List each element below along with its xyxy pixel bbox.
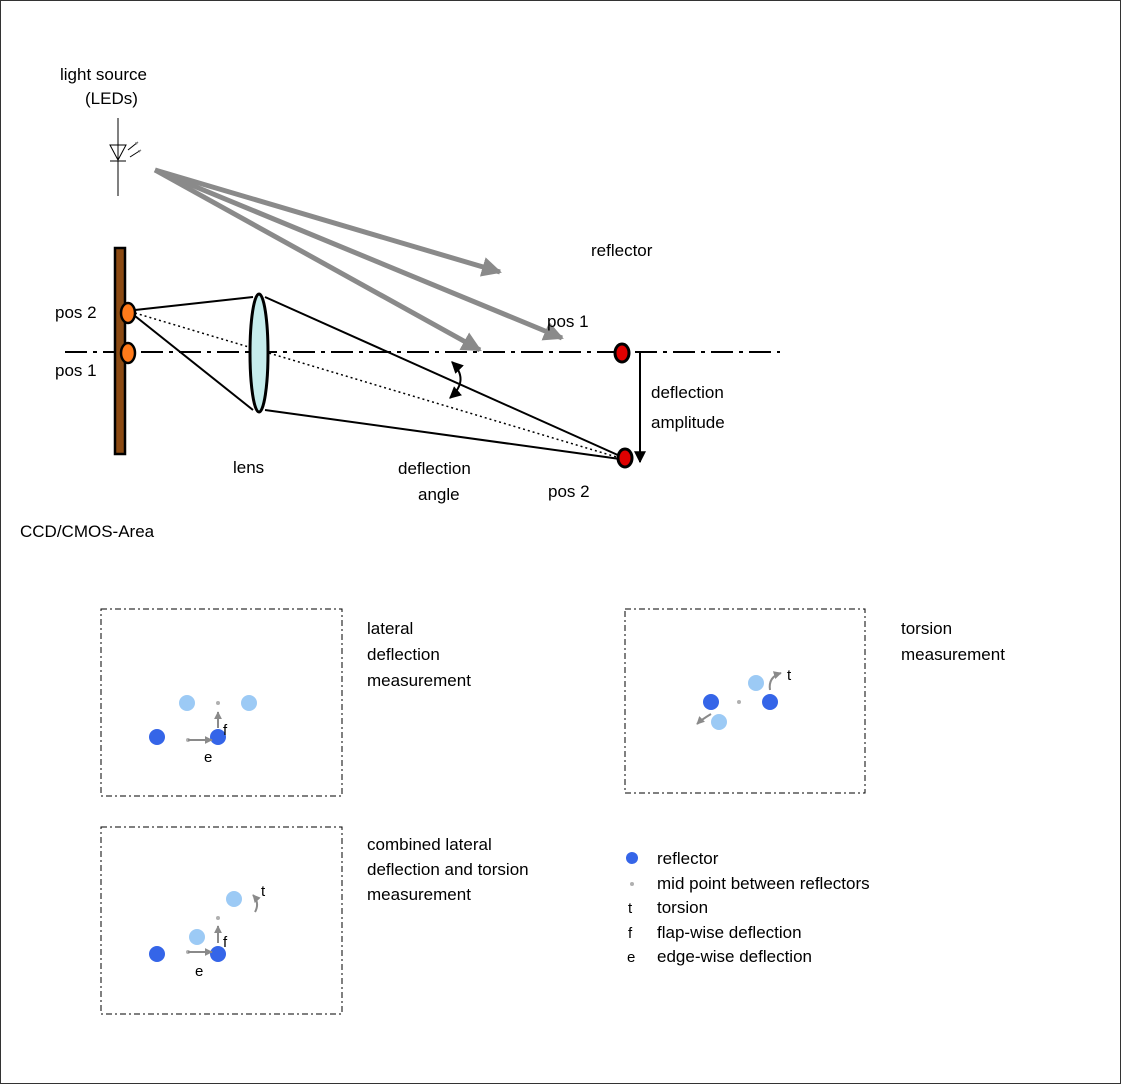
torsion-arrow-icon [252,894,261,913]
torsion-letter: t [261,883,266,900]
reflector-dark-dot [210,729,226,745]
legend-item-edge: edge-wise deflection [657,947,812,966]
led-symbol-icon [109,118,142,196]
sensor-pos2-label: pos 2 [55,303,97,322]
reflector-label: reflector [591,241,653,260]
edge-letter: e [204,749,212,766]
panel-combined-title-2: deflection and torsion [367,860,529,879]
reflector-light-dot [179,695,195,711]
light-beam-upper [154,167,502,277]
reflector-pos1-dot [613,342,631,364]
panel-lateral-frame [100,608,343,797]
reflector-light-dot [748,675,764,691]
panel-torsion: t torsion measurement [624,608,1005,794]
legend-item-reflector: reflector [657,849,719,868]
light-beams [153,167,564,353]
sensor-pos2-dot [119,301,137,325]
flap-letter: f [223,722,228,739]
lens-label: lens [233,458,264,477]
legend-item-torsion: torsion [657,898,708,917]
reflector-light-dot [711,714,727,730]
reflector-light-dot [226,891,242,907]
midpoint-dot [216,701,220,705]
edge-letter: e [195,963,203,980]
legend-symbol-e: e [627,949,635,966]
reflector-dark-dot [149,729,165,745]
deflection-angle-arrow-icon [449,361,464,399]
lens-shape [248,292,270,414]
sensor-pos1-label: pos 1 [55,361,97,380]
deflection-angle-label: deflection [398,459,471,478]
reflector-dark-dot [703,694,719,710]
legend-symbol-t: t [628,900,633,917]
light-source-label: light source [60,65,147,84]
reflector-light-dot [189,929,205,945]
torsion-letter: t [787,667,792,684]
midpoint-dot [737,700,741,704]
deflection-amplitude-label: deflection [651,383,724,402]
panel-torsion-title-2: measurement [901,645,1005,664]
reflector-dark-dot [762,694,778,710]
sensor-pos1-dot [119,341,137,365]
legend-midpoint-dot-icon [630,882,634,886]
light-source-sublabel: (LEDs) [85,89,138,108]
panel-torsion-title-1: torsion [901,619,952,638]
sensor-area-label: CCD/CMOS-Area [20,522,155,541]
ray-lines [134,296,621,460]
panel-lateral: f e lateral deflection measurement [100,608,471,797]
reflector-light-dot [241,695,257,711]
panel-combined-title-1: combined lateral [367,835,492,854]
deflection-amplitude-sublabel: amplitude [651,413,725,432]
panel-combined: t f e combined lateral deflection and to… [100,826,529,1015]
legend-item-midpoint: mid point between reflectors [657,874,870,893]
deflection-angle-sublabel: angle [418,485,460,504]
reflector-dark-dot [210,946,226,962]
chief-ray-dotted [134,312,621,459]
panel-combined-title-3: measurement [367,885,471,904]
light-beam-middle [154,167,564,341]
reflector-pos1-label: pos 1 [547,312,589,331]
reflector-pos2-dot [616,447,634,469]
legend: reflector mid point between reflectors t… [626,849,870,966]
panel-torsion-frame [624,608,866,794]
light-beam-lower [153,167,482,353]
legend-reflector-dot-icon [626,852,638,864]
panel-lateral-title-2: deflection [367,645,440,664]
panel-combined-frame [100,826,343,1015]
torsion-arrow-icon [696,713,712,725]
flap-letter: f [223,934,228,951]
panel-lateral-title-1: lateral [367,619,413,638]
legend-symbol-f: f [628,925,633,942]
reflector-dark-dot [149,946,165,962]
reflector-pos2-label: pos 2 [548,482,590,501]
midpoint-dot [216,916,220,920]
panel-lateral-title-3: measurement [367,671,471,690]
torsion-arrow-icon [768,671,782,691]
legend-item-flap: flap-wise deflection [657,923,802,942]
